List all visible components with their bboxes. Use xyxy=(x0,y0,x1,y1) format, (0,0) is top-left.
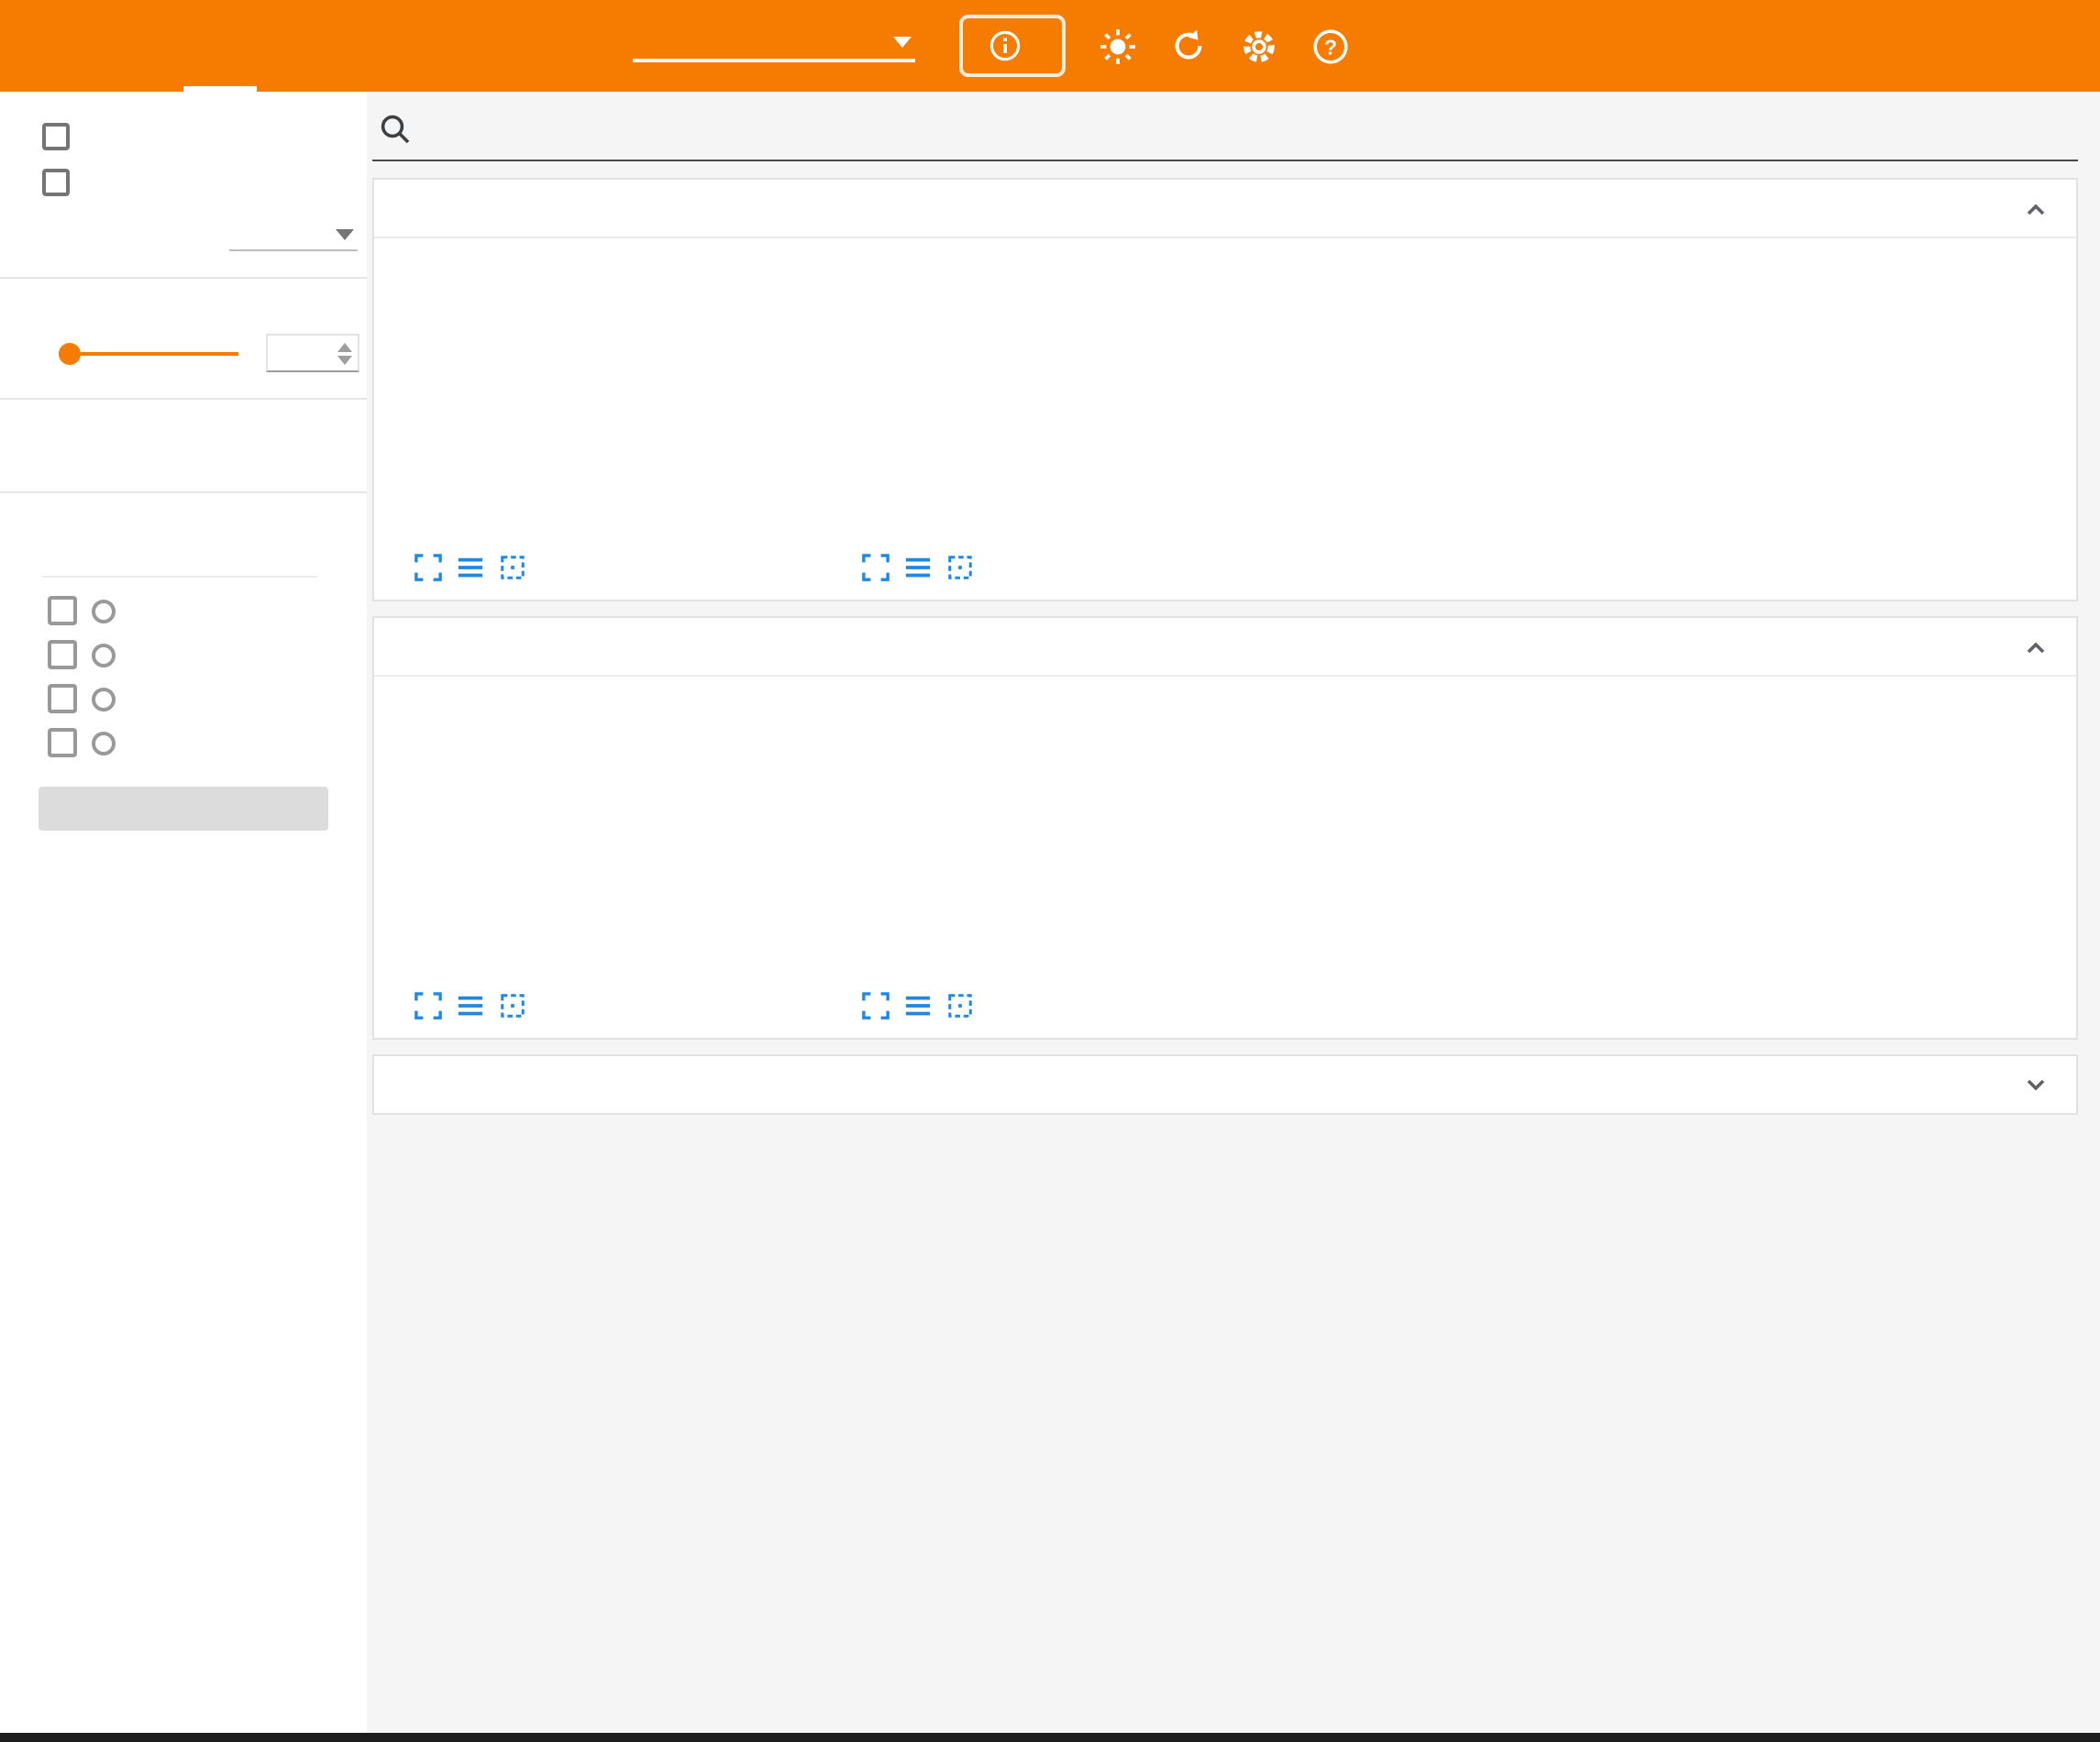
axis-button-wall[interactable] xyxy=(189,440,240,466)
expand-chart-icon[interactable] xyxy=(414,992,442,1020)
chart-tag xyxy=(851,695,1288,706)
run-color-circle xyxy=(92,687,116,711)
smoothing-slider-knob[interactable] xyxy=(59,342,81,364)
fit-domain-icon[interactable] xyxy=(946,992,974,1020)
eval-charts-row xyxy=(374,238,2076,600)
run-checkbox[interactable] xyxy=(48,728,77,757)
view-data-table-icon[interactable] xyxy=(457,992,484,1020)
run-color-circle xyxy=(92,643,116,667)
horizontal-axis-buttons xyxy=(0,425,350,466)
app-header: ? xyxy=(0,0,2100,92)
line-chart[interactable] xyxy=(851,706,1288,981)
line-chart[interactable] xyxy=(403,706,840,981)
view-data-table-icon[interactable] xyxy=(904,554,932,581)
spinner-up-icon[interactable] xyxy=(337,342,352,351)
expand-chart-icon[interactable] xyxy=(414,554,442,581)
chart-toolbar xyxy=(851,981,1288,1020)
section-time xyxy=(372,1054,2078,1115)
runs-title xyxy=(0,493,367,519)
smoothing-value-box xyxy=(266,334,359,372)
chevron-down-icon xyxy=(893,37,912,48)
smoothing-slider[interactable] xyxy=(59,351,238,355)
fit-domain-icon[interactable] xyxy=(499,992,526,1020)
svg-text:?: ? xyxy=(1324,34,1337,58)
expand-chart-icon[interactable] xyxy=(862,992,890,1020)
fit-domain-icon[interactable] xyxy=(499,554,526,581)
spinner-down-icon[interactable] xyxy=(337,355,352,364)
tab-scalars[interactable] xyxy=(183,0,257,92)
line-chart[interactable] xyxy=(851,268,1288,543)
settings-gear-icon[interactable] xyxy=(1240,27,1278,65)
expand-chart-icon[interactable] xyxy=(862,554,890,581)
search-icon xyxy=(380,113,411,144)
axis-button-step[interactable] xyxy=(39,440,90,466)
run-item-1inch[interactable] xyxy=(0,589,367,633)
run-checkbox[interactable] xyxy=(48,684,77,713)
toggle-all-runs-button[interactable] xyxy=(39,787,328,831)
upload-button[interactable] xyxy=(959,15,1066,77)
runs-filter-input[interactable] xyxy=(42,534,317,578)
help-icon[interactable]: ? xyxy=(1311,27,1350,65)
chart-eval-mean-ep-length xyxy=(403,253,840,581)
chart-rollout-ep-rew-mean xyxy=(851,691,1288,1020)
chevron-down-icon xyxy=(336,229,354,240)
ignore-outliers-checkbox[interactable] xyxy=(0,160,367,205)
checkbox-icon[interactable] xyxy=(42,123,70,150)
smoothing-value-input[interactable] xyxy=(273,339,332,367)
section-eval xyxy=(372,178,2078,601)
show-download-links-checkbox[interactable] xyxy=(0,114,367,160)
tab-time-series[interactable] xyxy=(110,0,183,92)
smoothing-value-spinner[interactable] xyxy=(337,342,352,364)
chart-toolbar xyxy=(403,981,840,1020)
line-chart[interactable] xyxy=(403,268,840,543)
rollout-charts-row xyxy=(374,677,2076,1038)
run-color-circle xyxy=(92,599,116,623)
section-eval-header[interactable] xyxy=(374,180,2076,238)
view-data-table-icon[interactable] xyxy=(904,992,932,1020)
refresh-icon[interactable] xyxy=(1170,28,1207,64)
section-rollout-header[interactable] xyxy=(374,618,2076,677)
run-checkbox[interactable] xyxy=(48,596,77,625)
run-item-btc[interactable] xyxy=(0,721,367,765)
chevron-up-icon[interactable] xyxy=(2025,639,2047,654)
chart-tag xyxy=(403,257,840,268)
filter-tags-input[interactable] xyxy=(427,110,2078,147)
chart-rollout-ep-len-mean xyxy=(403,691,840,1020)
scalars-main xyxy=(367,92,2100,1733)
status-select[interactable] xyxy=(633,29,915,62)
chevron-up-icon[interactable] xyxy=(2025,201,2047,215)
run-color-circle xyxy=(92,731,116,755)
section-rollout xyxy=(372,616,2078,1040)
horizontal-axis-label xyxy=(0,400,367,425)
info-icon xyxy=(989,29,1022,62)
run-item-ada[interactable] xyxy=(0,677,367,721)
smoothing-label xyxy=(0,279,367,304)
section-time-header[interactable] xyxy=(374,1056,2076,1113)
view-data-table-icon[interactable] xyxy=(457,554,484,581)
chart-tag xyxy=(851,257,1288,268)
chart-toolbar xyxy=(851,543,1288,581)
filter-tags-row xyxy=(372,110,2078,161)
checkbox-icon[interactable] xyxy=(42,169,70,196)
tooltip-sorting-select[interactable] xyxy=(229,224,358,251)
smoothing-row xyxy=(0,304,367,372)
axis-button-relative[interactable] xyxy=(90,440,141,466)
run-checkbox[interactable] xyxy=(48,640,77,669)
run-item-aave[interactable] xyxy=(0,633,367,677)
tensorboard-app: ? xyxy=(0,0,2100,1742)
chevron-down-icon[interactable] xyxy=(2025,1077,2047,1092)
chart-toolbar xyxy=(403,543,840,581)
main-tabs xyxy=(110,0,257,92)
brightness-icon[interactable] xyxy=(1099,27,1137,65)
settings-sidebar xyxy=(0,92,367,1733)
chart-eval-mean-reward xyxy=(851,253,1288,581)
chart-tag xyxy=(403,695,840,706)
fit-domain-icon[interactable] xyxy=(946,554,974,581)
tooltip-sorting-row xyxy=(0,205,367,251)
